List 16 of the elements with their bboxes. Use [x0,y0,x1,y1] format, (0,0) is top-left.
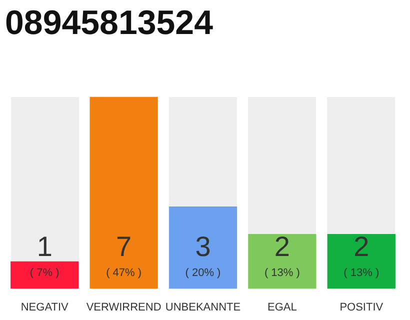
x-tick-label: EGAL [268,301,297,314]
annotation: ( 7% ) [30,266,60,279]
x-tick-label: NEGATIV [20,301,69,314]
data-label: 1 [36,230,52,262]
chart-title: 08945813524 [5,4,214,42]
annotation: ( 13% ) [264,266,300,279]
data-label: 2 [354,230,370,262]
data-label: 3 [195,230,211,262]
annotation: ( 47% ) [106,266,142,279]
annotation: ( 13% ) [344,266,380,279]
annotation: ( 20% ) [185,266,221,279]
x-tick-label: POSITIV [340,301,384,314]
data-label: 2 [274,230,290,262]
data-label: 7 [116,230,132,262]
x-tick-label: UNBEKANNTE [165,301,241,314]
x-tick-label: VERWIRREND [86,301,162,314]
